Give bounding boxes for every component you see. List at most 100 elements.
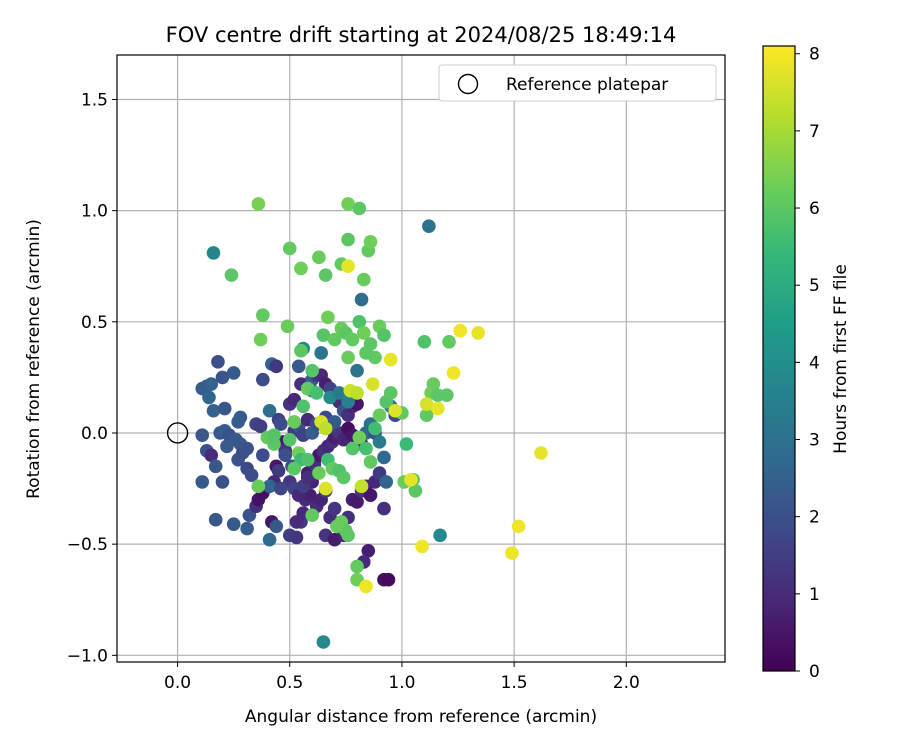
data-point bbox=[208, 459, 223, 474]
data-point bbox=[453, 323, 468, 338]
data-point bbox=[422, 219, 436, 234]
data-point bbox=[372, 408, 387, 422]
data-point bbox=[363, 488, 378, 503]
colorbar-label: Hours from first FF file bbox=[831, 264, 851, 454]
data-point bbox=[312, 250, 326, 265]
data-point bbox=[300, 452, 315, 467]
x-tick-label: 1.0 bbox=[388, 673, 415, 693]
data-point bbox=[388, 403, 402, 418]
colorbar-tick-label: 2 bbox=[809, 508, 820, 528]
data-point bbox=[282, 432, 297, 447]
data-point bbox=[359, 346, 373, 360]
data-point bbox=[282, 241, 297, 256]
legend-marker-reference bbox=[457, 73, 479, 95]
data-point bbox=[330, 519, 344, 534]
data-point bbox=[356, 326, 371, 340]
data-point bbox=[291, 359, 306, 374]
data-point bbox=[359, 441, 373, 456]
data-point bbox=[195, 428, 210, 443]
data-point bbox=[327, 501, 342, 516]
legend-entry-reference: Reference platepar bbox=[506, 75, 668, 95]
colorbar-tick-label: 5 bbox=[809, 276, 820, 296]
data-point bbox=[262, 403, 277, 418]
reference-point-marker bbox=[166, 422, 189, 444]
data-point bbox=[314, 346, 328, 360]
data-point bbox=[318, 268, 333, 282]
data-point bbox=[419, 408, 434, 422]
data-point bbox=[350, 386, 364, 400]
data-point bbox=[204, 448, 219, 463]
data-point bbox=[287, 461, 302, 476]
y-tick-label: 0.0 bbox=[81, 424, 108, 444]
colorbar-tick-label: 1 bbox=[809, 585, 820, 605]
data-point bbox=[269, 359, 284, 374]
data-point bbox=[296, 399, 311, 414]
data-point bbox=[256, 448, 270, 463]
data-point bbox=[271, 463, 286, 478]
data-point bbox=[354, 479, 369, 494]
x-tick-label: 0.5 bbox=[276, 673, 303, 693]
data-point bbox=[269, 519, 284, 534]
y-tick-label: −1.0 bbox=[67, 646, 108, 666]
data-point bbox=[419, 397, 434, 411]
colorbar-tick-label: 0 bbox=[809, 662, 820, 682]
data-point bbox=[415, 539, 429, 554]
data-point bbox=[289, 515, 304, 529]
colorbar-tick-label: 8 bbox=[809, 45, 820, 65]
data-point bbox=[211, 355, 225, 369]
data-point bbox=[267, 428, 281, 443]
y-tick-label: 0.5 bbox=[81, 313, 108, 333]
axis-ticks: 0.0 0.5 1.0 1.5 2.0 −1.0 −0.5 0.0 0.5 1.0 1.5 bbox=[67, 90, 640, 693]
data-point bbox=[372, 435, 387, 449]
data-point bbox=[336, 470, 351, 485]
data-point bbox=[235, 446, 250, 460]
data-point bbox=[287, 415, 302, 429]
colorbar-tick-label: 7 bbox=[809, 122, 820, 142]
y-tick-label: −0.5 bbox=[67, 535, 108, 555]
data-point bbox=[534, 446, 548, 460]
colorbar-tick-label: 4 bbox=[809, 353, 820, 373]
data-point bbox=[215, 370, 230, 385]
data-point bbox=[345, 441, 360, 456]
data-point bbox=[352, 315, 367, 329]
data-point bbox=[377, 450, 391, 465]
x-axis-label: Angular distance from reference (arcmin) bbox=[245, 707, 597, 727]
data-point bbox=[408, 483, 423, 498]
data-point bbox=[433, 528, 447, 543]
data-point bbox=[251, 479, 266, 494]
colorbar: 0 1 2 3 4 5 6 7 8 Hours from first FF file bbox=[762, 45, 851, 682]
colorbar-ticks: 0 1 2 3 4 5 6 7 8 bbox=[795, 45, 820, 682]
data-point bbox=[206, 246, 221, 260]
data-point bbox=[332, 386, 346, 400]
legend: Reference platepar bbox=[438, 64, 717, 102]
data-point bbox=[426, 377, 441, 391]
data-point bbox=[273, 481, 288, 496]
data-point bbox=[262, 532, 277, 547]
data-point bbox=[294, 261, 308, 276]
data-point bbox=[341, 232, 355, 247]
data-point bbox=[446, 366, 461, 380]
data-point bbox=[377, 501, 391, 516]
y-tick-label: 1.0 bbox=[81, 202, 108, 222]
data-point bbox=[309, 386, 324, 400]
data-point bbox=[345, 332, 360, 347]
data-point bbox=[224, 268, 239, 282]
colorbar-frame bbox=[762, 45, 796, 672]
data-point bbox=[341, 528, 355, 543]
data-point bbox=[208, 512, 223, 527]
data-point bbox=[289, 530, 304, 545]
data-point bbox=[327, 332, 342, 347]
data-point bbox=[356, 272, 371, 287]
x-tick-label: 2.0 bbox=[613, 673, 640, 693]
data-point bbox=[365, 377, 380, 391]
data-point bbox=[305, 508, 319, 523]
data-point bbox=[350, 363, 364, 378]
colorbar-tick-label: 6 bbox=[809, 199, 820, 219]
data-point bbox=[318, 421, 333, 436]
data-point bbox=[350, 495, 364, 509]
data-point bbox=[220, 439, 234, 454]
data-point bbox=[440, 388, 454, 402]
data-points bbox=[195, 197, 548, 649]
plot-frame bbox=[116, 54, 726, 663]
data-point bbox=[363, 234, 378, 249]
